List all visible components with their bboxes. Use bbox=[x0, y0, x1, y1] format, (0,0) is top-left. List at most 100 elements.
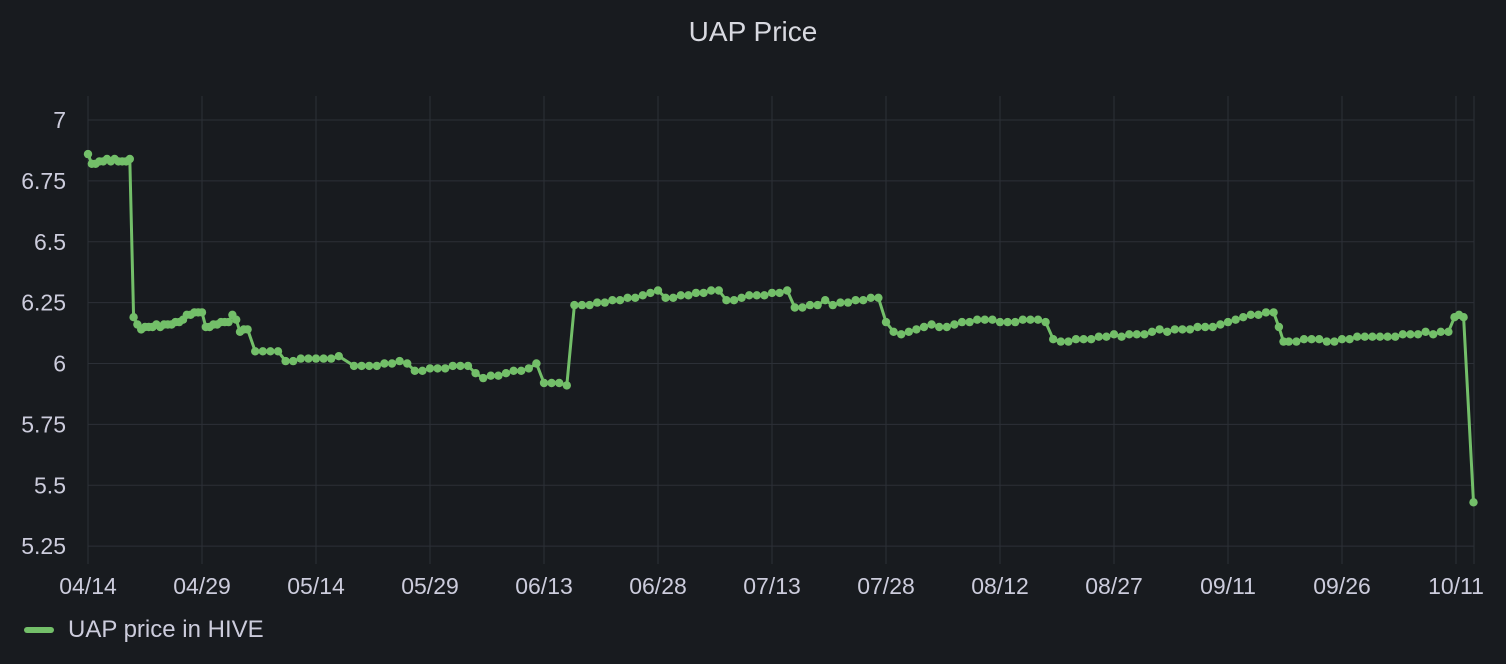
data-point bbox=[494, 371, 503, 380]
data-point bbox=[889, 327, 898, 336]
data-point bbox=[919, 322, 929, 332]
data-point bbox=[433, 364, 442, 373]
data-point bbox=[836, 298, 845, 307]
data-point bbox=[410, 366, 419, 375]
data-point bbox=[1117, 332, 1126, 341]
data-point bbox=[995, 317, 1005, 327]
data-point bbox=[1109, 330, 1119, 339]
data-point bbox=[517, 366, 526, 375]
data-point bbox=[1049, 335, 1058, 344]
data-point bbox=[456, 361, 465, 371]
data-point bbox=[722, 296, 731, 305]
x-tick-label: 05/14 bbox=[287, 573, 345, 599]
data-point bbox=[615, 296, 625, 305]
data-point bbox=[349, 361, 359, 371]
y-tick-label: 6.5 bbox=[34, 229, 66, 255]
data-point bbox=[418, 366, 427, 375]
data-point bbox=[125, 154, 134, 164]
data-point bbox=[319, 354, 328, 363]
data-point bbox=[1147, 327, 1157, 336]
data-point bbox=[669, 293, 678, 302]
panel-title: UAP Price bbox=[688, 16, 818, 47]
data-point bbox=[1444, 327, 1453, 336]
data-point bbox=[555, 378, 564, 388]
data-point bbox=[1469, 498, 1478, 507]
data-point bbox=[1140, 330, 1149, 339]
data-point bbox=[224, 317, 233, 327]
x-tick-label: 06/13 bbox=[515, 573, 573, 599]
data-point bbox=[1056, 337, 1066, 346]
data-point bbox=[897, 330, 906, 339]
data-point bbox=[532, 359, 541, 368]
data-point bbox=[585, 300, 594, 310]
data-point bbox=[1284, 337, 1294, 346]
data-point bbox=[1132, 330, 1142, 339]
x-tick-label: 08/27 bbox=[1085, 573, 1143, 599]
data-point bbox=[988, 315, 997, 324]
data-point bbox=[372, 361, 381, 371]
series-line bbox=[86, 153, 1475, 503]
data-point bbox=[623, 293, 632, 302]
data-point bbox=[676, 291, 685, 300]
data-point bbox=[197, 308, 207, 317]
data-point bbox=[289, 356, 298, 366]
data-point bbox=[463, 361, 473, 371]
data-point bbox=[539, 378, 549, 388]
data-point bbox=[1003, 317, 1012, 327]
data-point bbox=[935, 322, 944, 332]
legend-item[interactable]: UAP price in HIVE bbox=[24, 616, 264, 644]
data-point bbox=[243, 325, 252, 334]
data-point bbox=[965, 317, 974, 327]
data-point bbox=[714, 286, 723, 295]
data-point bbox=[813, 300, 822, 310]
data-point bbox=[638, 291, 647, 300]
data-point bbox=[1413, 330, 1423, 339]
data-point bbox=[767, 288, 777, 298]
data-point bbox=[859, 296, 868, 305]
data-point bbox=[912, 325, 921, 334]
data-point bbox=[1406, 330, 1415, 339]
data-point bbox=[1026, 315, 1035, 324]
x-tick-label: 04/29 bbox=[173, 573, 231, 599]
data-point bbox=[752, 291, 761, 300]
data-point bbox=[1087, 335, 1096, 344]
data-point bbox=[486, 371, 495, 380]
data-point bbox=[266, 347, 275, 356]
y-tick-label: 6 bbox=[53, 351, 66, 377]
data-point bbox=[684, 291, 693, 300]
data-point bbox=[1208, 322, 1218, 332]
data-point bbox=[1178, 325, 1187, 334]
data-point bbox=[1274, 322, 1284, 332]
data-point bbox=[471, 369, 480, 378]
data-point bbox=[646, 288, 655, 298]
data-point bbox=[1094, 332, 1104, 341]
data-point bbox=[327, 354, 336, 363]
data-point bbox=[1185, 325, 1195, 334]
data-point bbox=[311, 354, 321, 363]
x-tick-label: 04/14 bbox=[59, 573, 117, 599]
y-tick-label: 5.75 bbox=[21, 411, 66, 437]
data-point bbox=[661, 293, 670, 302]
data-point bbox=[957, 317, 967, 327]
data-point bbox=[927, 320, 936, 329]
data-point bbox=[357, 361, 366, 371]
data-point bbox=[1125, 330, 1134, 339]
data-point bbox=[843, 298, 853, 307]
data-point bbox=[760, 291, 769, 300]
data-point bbox=[281, 356, 290, 366]
data-point bbox=[1261, 308, 1271, 317]
data-point bbox=[570, 300, 579, 310]
data-point bbox=[1246, 310, 1256, 319]
legend-label: UAP price in HIVE bbox=[68, 616, 264, 643]
data-point bbox=[699, 288, 708, 298]
data-point bbox=[1330, 337, 1339, 346]
data-point bbox=[577, 300, 587, 310]
y-tick-label: 5.5 bbox=[34, 472, 66, 498]
x-tick-label: 07/28 bbox=[857, 573, 915, 599]
data-point bbox=[1223, 317, 1233, 327]
data-point bbox=[866, 293, 875, 302]
data-point bbox=[805, 300, 815, 310]
data-point bbox=[980, 315, 989, 324]
data-point bbox=[737, 293, 746, 302]
